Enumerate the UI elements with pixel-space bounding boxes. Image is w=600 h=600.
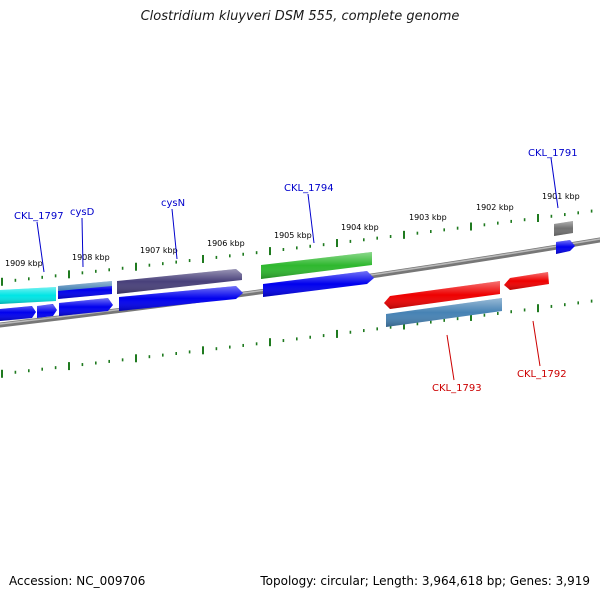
map-title: Clostridium kluyveri DSM 555, complete g…: [140, 9, 460, 24]
gene-cysD-arrow[interactable]: [59, 298, 113, 316]
gene-label-CKL_1797[interactable]: CKL_1797: [14, 211, 64, 273]
scale-label: 1908 kbp: [72, 253, 110, 262]
scale-label: 1905 kbp: [274, 231, 312, 240]
gene-label-cysD[interactable]: cysD: [70, 207, 95, 268]
gene-label-cysN[interactable]: cysN: [161, 198, 185, 260]
gene-CKL_1797-arrow[interactable]: [0, 304, 57, 321]
svg-text:CKL_1792: CKL_1792: [517, 369, 567, 380]
gene-cysD-block[interactable]: [58, 281, 112, 299]
scale-label: 1901 kbp: [542, 192, 580, 201]
topology-label: Topology: circular; Length: 3,964,618 bp…: [260, 574, 590, 588]
gene-CKL_1791-arrow[interactable]: [556, 240, 575, 254]
outer-scale-ticks: [1, 209, 593, 286]
gene-CKL_1793-arrow[interactable]: [384, 281, 500, 309]
scale-label: 1903 kbp: [409, 213, 447, 222]
svg-text:CKL_1791: CKL_1791: [528, 148, 578, 159]
gene-label-CKL_1792[interactable]: CKL_1792: [517, 320, 567, 380]
gene-cysN-block[interactable]: [117, 269, 242, 294]
gene-label-CKL_1794[interactable]: CKL_1794: [284, 183, 334, 244]
gene-CKL_1793-block[interactable]: [386, 298, 502, 327]
gene-CKL_1797-block[interactable]: [0, 287, 56, 304]
gene-CKL_1794-block[interactable]: [261, 252, 372, 279]
gene-label-CKL_1793[interactable]: CKL_1793: [432, 334, 482, 394]
svg-text:CKL_1793: CKL_1793: [432, 383, 482, 394]
scale-label: 1907 kbp: [140, 246, 178, 255]
scale-label: 1906 kbp: [207, 239, 245, 248]
svg-text:CKL_1794: CKL_1794: [284, 183, 334, 194]
gene-CKL_1792-arrow[interactable]: [504, 272, 549, 290]
gene-CKL_1794-arrow[interactable]: [263, 271, 374, 297]
svg-text:cysD: cysD: [70, 207, 95, 218]
gene-cysN-arrow[interactable]: [119, 286, 243, 311]
gene-label-CKL_1791[interactable]: CKL_1791: [528, 148, 578, 209]
scale-labels: 1909 kbp 1908 kbp 1907 kbp 1906 kbp 1905…: [5, 192, 580, 268]
scale-label: 1902 kbp: [476, 203, 514, 212]
svg-text:cysN: cysN: [161, 198, 185, 209]
scale-label: 1909 kbp: [5, 259, 43, 268]
accession-label: Accession: NC_009706: [9, 574, 146, 588]
scale-label: 1904 kbp: [341, 223, 379, 232]
svg-text:CKL_1797: CKL_1797: [14, 211, 64, 222]
gene-CKL_1791-block[interactable]: [554, 221, 573, 236]
